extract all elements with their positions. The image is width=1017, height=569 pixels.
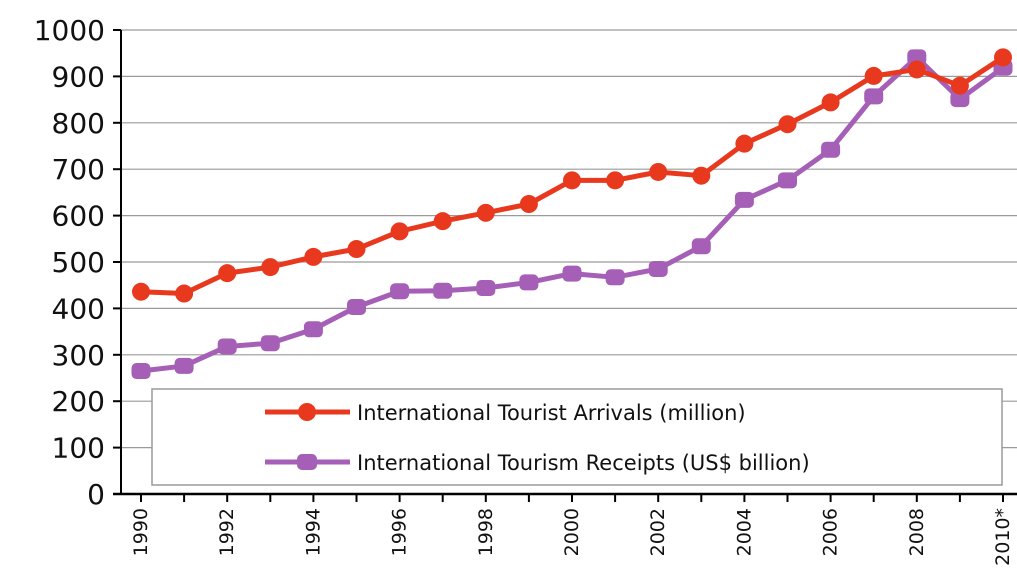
data-point: [907, 60, 926, 79]
y-tick-label: 200: [52, 385, 105, 418]
data-point: [304, 247, 323, 266]
data-point: [950, 76, 969, 95]
x-tick-label: 2008: [906, 508, 928, 556]
x-tick-label: 1992: [216, 508, 238, 556]
y-tick-label: 600: [52, 200, 105, 233]
data-point: [994, 48, 1012, 67]
data-point: [174, 357, 194, 374]
data-point: [950, 91, 970, 108]
data-point: [735, 134, 754, 153]
legend-item: International Tourist Arrivals (million): [265, 401, 746, 425]
data-point: [390, 222, 409, 241]
y-tick-label: 800: [52, 107, 105, 140]
data-point: [691, 238, 711, 255]
legend-marker: [298, 403, 316, 421]
data-point: [821, 93, 840, 112]
data-point: [476, 203, 495, 222]
data-point: [648, 260, 668, 277]
y-tick-label: 100: [52, 432, 105, 465]
data-point: [217, 338, 237, 355]
y-tick-label: 700: [52, 153, 105, 186]
y-tick-label: 900: [52, 60, 105, 93]
data-point: [778, 172, 797, 189]
data-point: [562, 265, 582, 282]
data-point: [175, 284, 194, 303]
data-point: [519, 195, 538, 213]
series-receipts: [131, 49, 1013, 380]
data-point: [261, 258, 280, 277]
data-point: [519, 274, 539, 291]
data-point: [734, 191, 754, 208]
data-point: [476, 279, 496, 296]
legend-label: International Tourism Receipts (US$ bill…: [357, 451, 810, 475]
data-point: [390, 283, 410, 300]
legend-marker: [297, 454, 317, 470]
legend: International Tourist Arrivals (million)…: [151, 388, 1003, 486]
data-point: [864, 88, 884, 105]
data-point: [218, 264, 237, 283]
data-point: [563, 171, 581, 190]
legend-label: International Tourist Arrivals (million): [357, 401, 746, 425]
data-point: [433, 282, 453, 299]
data-point: [347, 240, 366, 259]
data-point: [778, 115, 797, 134]
series-arrivals: [132, 48, 1012, 303]
data-point: [692, 166, 711, 185]
x-tick-label: 2006: [820, 508, 842, 556]
data-point: [605, 269, 625, 286]
data-point: [132, 282, 150, 301]
x-tick-label: 2002: [647, 508, 669, 556]
data-point: [260, 335, 280, 352]
legend-box: [151, 388, 1003, 486]
y-tick-label: 300: [52, 339, 105, 372]
data-point: [864, 66, 883, 85]
data-point: [433, 212, 452, 231]
data-point: [303, 321, 323, 338]
data-series: [131, 48, 1013, 380]
data-point: [649, 162, 668, 181]
data-point: [907, 49, 927, 66]
data-point: [821, 141, 841, 158]
data-point: [347, 299, 366, 316]
y-tick-label: 0: [87, 478, 105, 511]
x-tick-label: 2010*: [992, 508, 1014, 565]
x-tick-label: 1990: [130, 508, 152, 556]
series-line: [140, 54, 1005, 374]
y-tick-label: 1000: [34, 14, 105, 47]
x-tick-label: 2000: [561, 508, 583, 556]
data-point: [131, 363, 151, 380]
x-tick-label: 1996: [389, 508, 411, 556]
axes: 0 100 200 300 400 500 600 700 800 900 1000 1990 1992…: [34, 14, 1017, 566]
legend-item: International Tourism Receipts (US$ bill…: [265, 451, 810, 475]
y-tick-label: 500: [52, 246, 105, 279]
data-point: [606, 171, 625, 190]
y-tick-label: 400: [52, 292, 105, 325]
x-tick-label: 1994: [302, 508, 324, 556]
x-tick-label: 2004: [733, 508, 755, 556]
x-tick-label: 1998: [475, 508, 497, 556]
